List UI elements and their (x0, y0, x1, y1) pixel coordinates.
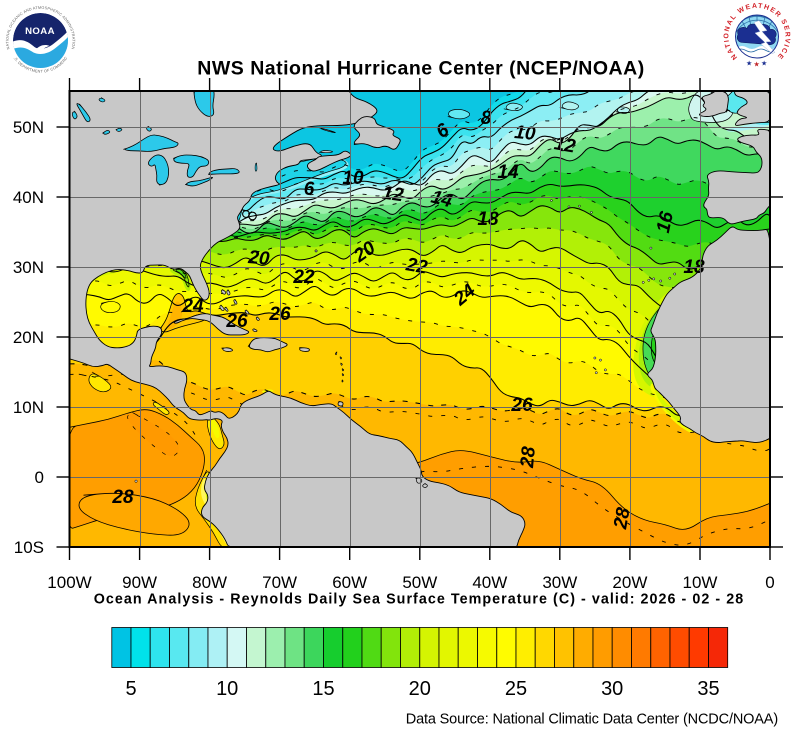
svg-text:15: 15 (312, 678, 334, 700)
svg-text:60W: 60W (332, 573, 367, 592)
svg-text:10S: 10S (14, 538, 44, 557)
svg-text:30W: 30W (542, 573, 577, 592)
svg-text:★: ★ (761, 60, 767, 68)
svg-text:50N: 50N (13, 118, 44, 137)
svg-text:26: 26 (510, 395, 533, 416)
svg-text:10N: 10N (13, 398, 44, 417)
svg-text:30N: 30N (13, 258, 44, 277)
svg-text:10: 10 (216, 678, 238, 700)
svg-text:40N: 40N (13, 188, 44, 207)
svg-text:24: 24 (181, 296, 204, 317)
svg-text:NWS National Hurricane Center: NWS National Hurricane Center (NCEP/NOAA… (197, 58, 644, 80)
svg-text:22: 22 (292, 267, 315, 288)
svg-text:0: 0 (35, 468, 44, 487)
svg-text:20W: 20W (612, 573, 647, 592)
svg-text:30: 30 (601, 678, 623, 700)
svg-text:10: 10 (342, 168, 364, 189)
svg-text:26: 26 (225, 311, 248, 332)
svg-text:28: 28 (517, 445, 540, 469)
svg-text:80W: 80W (192, 573, 227, 592)
svg-text:20: 20 (409, 678, 431, 700)
svg-text:★: ★ (754, 61, 760, 69)
svg-text:Data Source: National Climatic: Data Source: National Climatic Data Cent… (406, 712, 778, 728)
svg-text:28: 28 (610, 506, 635, 532)
svg-text:16: 16 (653, 209, 678, 234)
svg-text:70W: 70W (262, 573, 297, 592)
svg-text:20N: 20N (13, 328, 44, 347)
svg-text:40W: 40W (472, 573, 507, 592)
svg-text:28: 28 (111, 487, 134, 508)
svg-text:14: 14 (497, 162, 519, 183)
svg-text:22: 22 (404, 254, 430, 279)
svg-text:10W: 10W (683, 573, 718, 592)
svg-text:25: 25 (505, 678, 527, 700)
svg-text:6: 6 (304, 179, 315, 200)
svg-text:0: 0 (765, 573, 774, 592)
svg-text:90W: 90W (122, 573, 157, 592)
svg-text:Ocean Analysis - Reynolds Dail: Ocean Analysis - Reynolds Daily Sea Surf… (94, 592, 745, 608)
svg-text:18: 18 (477, 209, 499, 230)
svg-text:100W: 100W (47, 573, 91, 592)
svg-text:26: 26 (268, 304, 291, 325)
svg-text:8: 8 (481, 108, 492, 129)
svg-text:★: ★ (746, 60, 752, 68)
svg-text:50W: 50W (402, 573, 437, 592)
svg-text:35: 35 (697, 678, 719, 700)
svg-text:10: 10 (513, 122, 536, 145)
svg-text:12: 12 (381, 183, 405, 207)
svg-text:20: 20 (246, 247, 270, 270)
svg-text:NOAA: NOAA (25, 26, 55, 37)
svg-text:5: 5 (125, 678, 136, 700)
svg-text:12: 12 (553, 133, 578, 157)
